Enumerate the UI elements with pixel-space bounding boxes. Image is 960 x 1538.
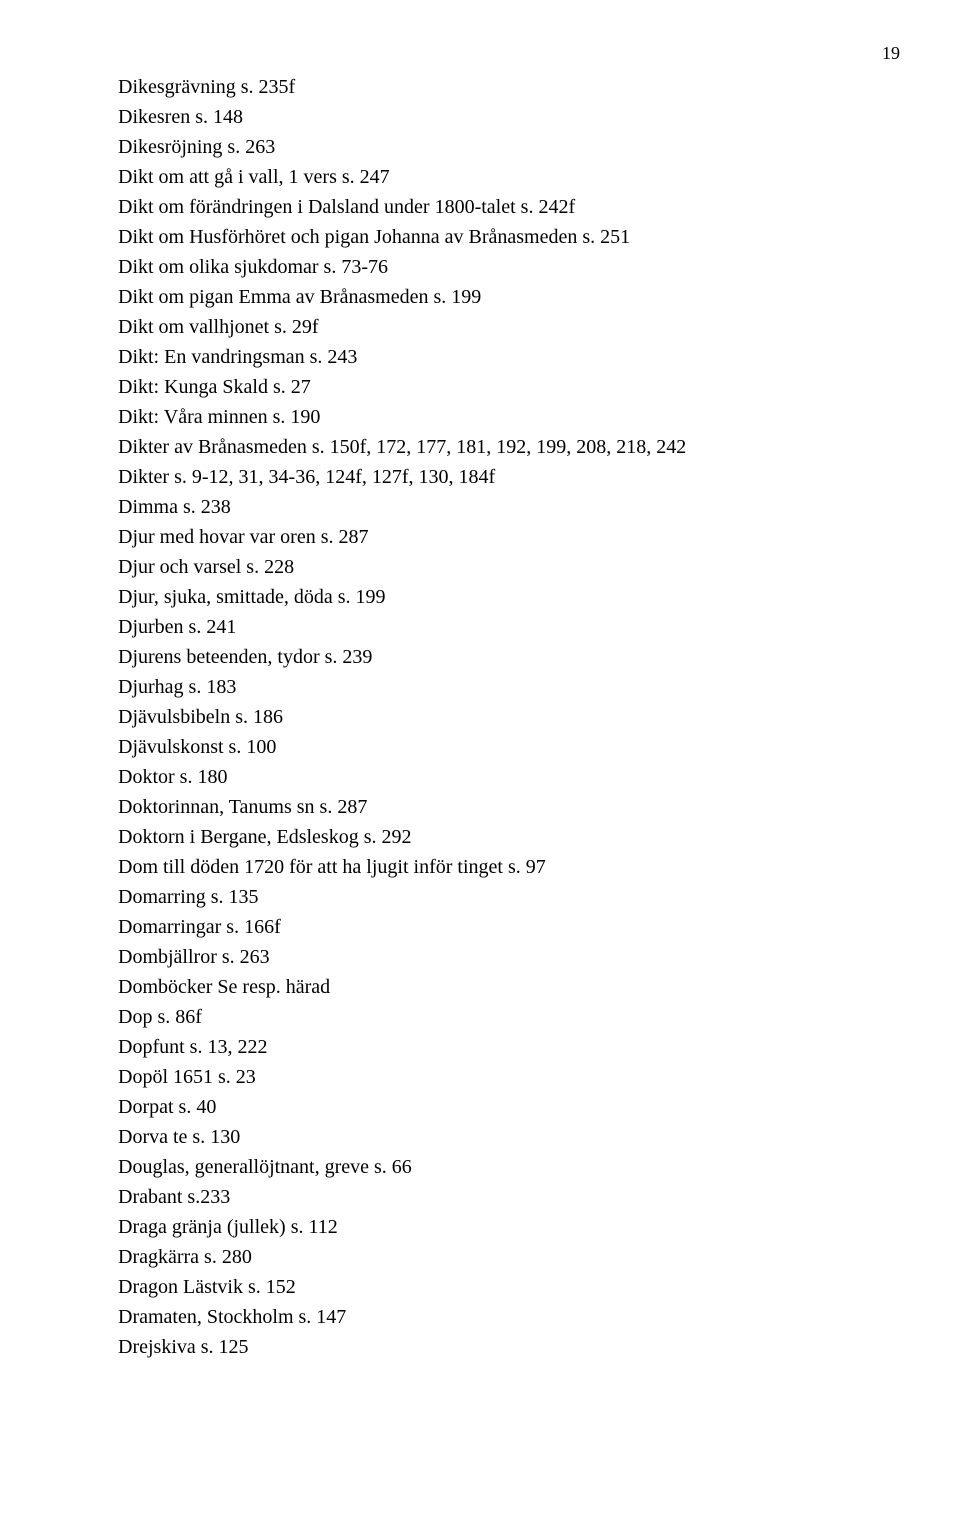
index-entry: Dikt om Husförhöret och pigan Johanna av…: [118, 222, 842, 252]
index-entry: Dramaten, Stockholm s. 147: [118, 1302, 842, 1332]
index-entry: Dikesröjning s. 263: [118, 132, 842, 162]
index-entry: Djur, sjuka, smittade, döda s. 199: [118, 582, 842, 612]
index-entries-list: Dikesgrävning s. 235fDikesren s. 148Dike…: [118, 72, 842, 1362]
index-entry: Domarring s. 135: [118, 882, 842, 912]
index-entry: Dikt om att gå i vall, 1 vers s. 247: [118, 162, 842, 192]
page-number: 19: [882, 40, 900, 67]
index-entry: Djurben s. 241: [118, 612, 842, 642]
index-entry: Doktorinnan, Tanums sn s. 287: [118, 792, 842, 822]
index-entry: Dragon Lästvik s. 152: [118, 1272, 842, 1302]
index-entry: Dikt: Kunga Skald s. 27: [118, 372, 842, 402]
index-entry: Dikt om olika sjukdomar s. 73-76: [118, 252, 842, 282]
index-entry: Domböcker Se resp. härad: [118, 972, 842, 1002]
index-entry: Djur och varsel s. 228: [118, 552, 842, 582]
index-entry: Doktorn i Bergane, Edsleskog s. 292: [118, 822, 842, 852]
index-entry: Dimma s. 238: [118, 492, 842, 522]
document-page: 19 Dikesgrävning s. 235fDikesren s. 148D…: [0, 0, 960, 1538]
index-entry: Dikt om vallhjonet s. 29f: [118, 312, 842, 342]
index-entry: Douglas, generallöjtnant, greve s. 66: [118, 1152, 842, 1182]
index-entry: Dikt: En vandringsman s. 243: [118, 342, 842, 372]
index-entry: Dragkärra s. 280: [118, 1242, 842, 1272]
index-entry: Djävulskonst s. 100: [118, 732, 842, 762]
index-entry: Djur med hovar var oren s. 287: [118, 522, 842, 552]
index-entry: Dikt: Våra minnen s. 190: [118, 402, 842, 432]
index-entry: Dikesren s. 148: [118, 102, 842, 132]
index-entry: Dop s. 86f: [118, 1002, 842, 1032]
index-entry: Dikter s. 9-12, 31, 34-36, 124f, 127f, 1…: [118, 462, 842, 492]
index-entry: Drejskiva s. 125: [118, 1332, 842, 1362]
index-entry: Djurens beteenden, tydor s. 239: [118, 642, 842, 672]
index-entry: Djurhag s. 183: [118, 672, 842, 702]
index-entry: Dombjällror s. 263: [118, 942, 842, 972]
index-entry: Djävulsbibeln s. 186: [118, 702, 842, 732]
index-entry: Dikesgrävning s. 235f: [118, 72, 842, 102]
index-entry: Dikt om pigan Emma av Brånasmeden s. 199: [118, 282, 842, 312]
index-entry: Domarringar s. 166f: [118, 912, 842, 942]
index-entry: Drabant s.233: [118, 1182, 842, 1212]
index-entry: Dopöl 1651 s. 23: [118, 1062, 842, 1092]
index-entry: Dorva te s. 130: [118, 1122, 842, 1152]
index-entry: Doktor s. 180: [118, 762, 842, 792]
index-entry: Dikt om förändringen i Dalsland under 18…: [118, 192, 842, 222]
index-entry: Dopfunt s. 13, 222: [118, 1032, 842, 1062]
index-entry: Dom till döden 1720 för att ha ljugit in…: [118, 852, 842, 882]
index-entry: Dikter av Brånasmeden s. 150f, 172, 177,…: [118, 432, 842, 462]
index-entry: Draga gränja (jullek) s. 112: [118, 1212, 842, 1242]
index-entry: Dorpat s. 40: [118, 1092, 842, 1122]
